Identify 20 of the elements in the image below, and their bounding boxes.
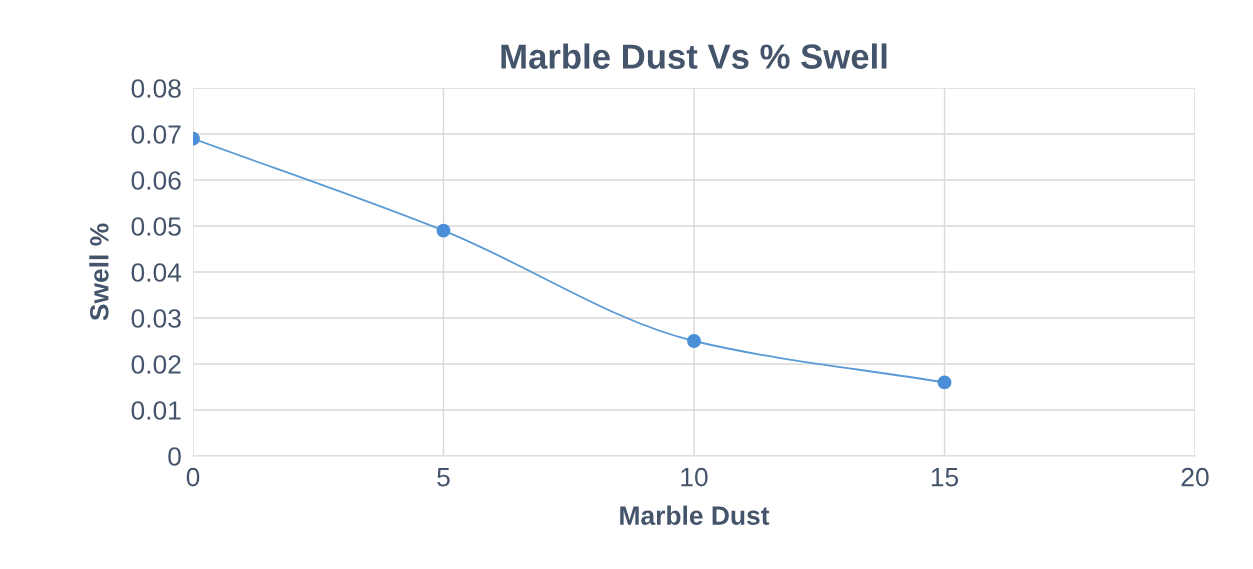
y-tick-label: 0.08 [131,79,181,98]
y-tick-label: 0.03 [131,309,181,328]
y-tick-label: 0.02 [131,355,181,374]
y-tick-label: 0.04 [131,263,182,282]
y-tick-label: 0.06 [131,171,181,190]
x-tick-label: 15 [931,468,959,487]
x-axis-title: Marble Dust [620,505,770,525]
y-axis-title: Swell % [89,223,109,321]
y-tick-label: 0.07 [131,125,181,144]
y-tick-label: 0 [168,447,181,466]
point [937,375,952,390]
point [687,334,701,348]
x-tick-label: 10 [681,467,708,487]
x-tick-label: 20 [1181,467,1209,487]
point [436,223,451,238]
y-tick-label: 0.05 [131,217,181,236]
chart-title: Marble Dust Vs % Swell [501,43,887,69]
x-tick-label: 0 [186,467,200,487]
x-tick-label: 5 [437,468,450,487]
y-tick-label: 0.01 [131,401,181,420]
